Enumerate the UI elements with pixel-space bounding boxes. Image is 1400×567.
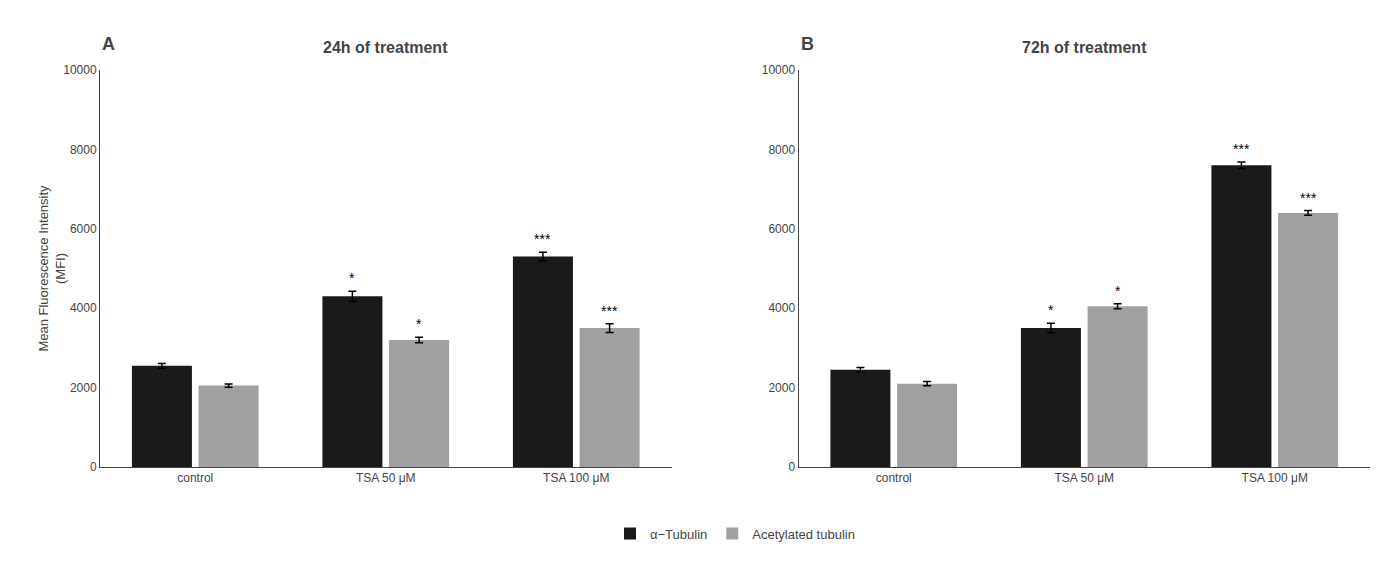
svg-text:8000: 8000 bbox=[70, 143, 97, 157]
svg-text:α−Tubulin: α−Tubulin bbox=[650, 527, 707, 542]
svg-text:2000: 2000 bbox=[70, 381, 97, 395]
svg-text:Acetylated tubulin: Acetylated tubulin bbox=[752, 527, 855, 542]
svg-text:72h of treatment: 72h of treatment bbox=[1022, 39, 1147, 56]
svg-text:***: *** bbox=[534, 231, 551, 247]
svg-text:***: *** bbox=[601, 303, 618, 319]
svg-text:control: control bbox=[177, 471, 213, 485]
svg-text:B: B bbox=[801, 34, 814, 54]
svg-text:Mean Fluorescence Intensity(MF: Mean Fluorescence Intensity(MFI) bbox=[36, 185, 68, 352]
svg-text:4000: 4000 bbox=[768, 301, 795, 315]
svg-text:A: A bbox=[102, 34, 115, 54]
svg-text:10000: 10000 bbox=[762, 63, 796, 77]
svg-text:***: *** bbox=[1233, 141, 1250, 157]
svg-text:10000: 10000 bbox=[63, 63, 97, 77]
svg-text:0: 0 bbox=[90, 460, 97, 474]
svg-text:0: 0 bbox=[788, 460, 795, 474]
svg-text:*: * bbox=[1115, 283, 1121, 299]
svg-text:*: * bbox=[349, 270, 355, 286]
svg-text:*: * bbox=[1048, 302, 1054, 318]
svg-text:*: * bbox=[416, 316, 422, 332]
svg-text:control: control bbox=[876, 471, 912, 485]
svg-text:8000: 8000 bbox=[768, 143, 795, 157]
svg-text:***: *** bbox=[1300, 190, 1317, 206]
svg-text:TSA 100 μM: TSA 100 μM bbox=[1242, 471, 1308, 485]
svg-text:6000: 6000 bbox=[768, 222, 795, 236]
svg-text:TSA 50 μM: TSA 50 μM bbox=[356, 471, 416, 485]
svg-text:2000: 2000 bbox=[768, 381, 795, 395]
svg-text:4000: 4000 bbox=[70, 301, 97, 315]
svg-text:6000: 6000 bbox=[70, 222, 97, 236]
svg-text:24h of treatment: 24h of treatment bbox=[323, 39, 448, 56]
svg-text:TSA 50 μM: TSA 50 μM bbox=[1054, 471, 1114, 485]
svg-text:TSA 100 μM: TSA 100 μM bbox=[543, 471, 609, 485]
